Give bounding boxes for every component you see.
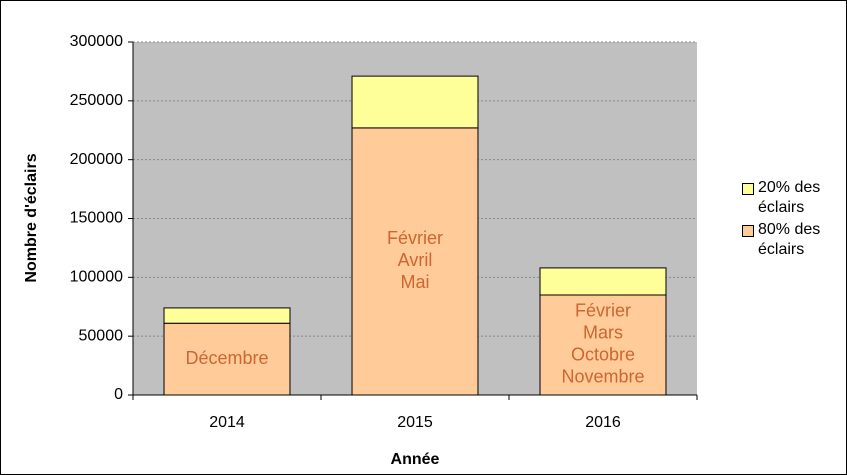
bar-segment [163, 322, 291, 396]
legend-swatch [742, 225, 754, 237]
bar-segment [351, 127, 479, 396]
bar-segment [351, 75, 479, 129]
bar-annotation: Octobre [571, 345, 635, 365]
bar-annotation: Mai [400, 272, 429, 292]
legend-swatch [742, 183, 754, 195]
y-tick-label: 0 [114, 386, 123, 403]
legend: 20% des éclairs 80% des éclairs [740, 178, 844, 262]
bar-annotation: Novembre [561, 367, 644, 387]
bar-annotation: Mars [583, 323, 623, 343]
bar-annotation: Février [575, 301, 631, 321]
legend-entry: 20% des éclairs [740, 178, 844, 218]
bar-annotation: Avril [398, 250, 433, 270]
bar-annotation: Février [387, 228, 443, 248]
bar-segment [539, 267, 667, 296]
y-tick-label: 300000 [70, 33, 123, 50]
x-tick-label: 2014 [209, 414, 245, 431]
bar-segment [539, 294, 667, 396]
x-tick-label: 2015 [397, 414, 433, 431]
legend-entry: 80% des éclairs [740, 220, 844, 260]
y-tick-label: 200000 [70, 151, 123, 168]
legend-label: 80% des éclairs [758, 221, 821, 258]
bar-segment [163, 307, 291, 324]
y-tick-label: 250000 [70, 92, 123, 109]
x-tick-label: 2016 [585, 414, 621, 431]
y-tick-label: 150000 [70, 210, 123, 227]
y-tick-label: 50000 [79, 327, 124, 344]
x-axis-label: Année [391, 451, 440, 468]
y-axis-label: Nombre d'éclairs [23, 153, 40, 282]
legend-label: 20% des éclairs [758, 179, 821, 216]
y-tick-label: 100000 [70, 269, 123, 286]
bar-annotation: Décembre [185, 348, 268, 368]
